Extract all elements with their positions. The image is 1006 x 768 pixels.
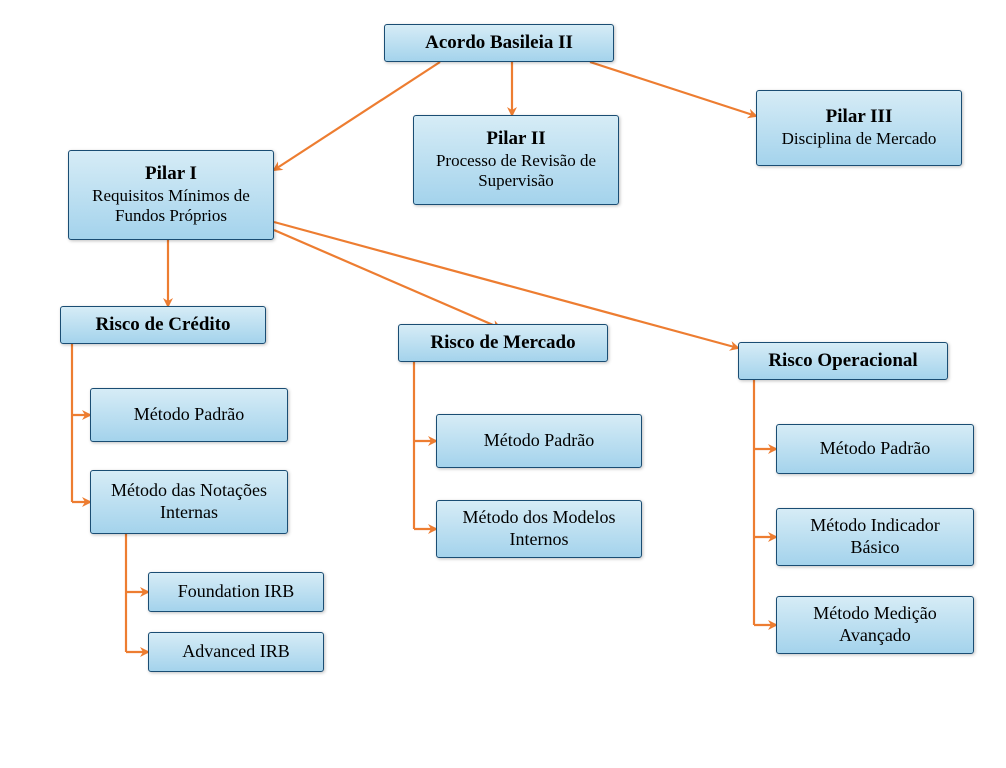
node-pilar-2: Pilar II Processo de Revisão de Supervis…	[413, 115, 619, 205]
node-risco-credito: Risco de Crédito	[60, 306, 266, 344]
node-label: Foundation IRB	[178, 581, 295, 603]
node-subtitle: Requisitos Mínimos de Fundos Próprios	[79, 186, 263, 227]
node-cred-metodo-padrao: Método Padrão	[90, 388, 288, 442]
node-label: Método Medição Avançado	[787, 603, 963, 646]
node-title: Pilar I	[145, 163, 197, 186]
node-advanced-irb: Advanced IRB	[148, 632, 324, 672]
node-title: Pilar III	[826, 106, 893, 129]
node-oper-medicao-avancado: Método Medição Avançado	[776, 596, 974, 654]
node-subtitle: Processo de Revisão de Supervisão	[424, 151, 608, 192]
node-label: Método Padrão	[820, 438, 930, 460]
diagram-canvas: Acordo Basileia II Pilar I Requisitos Mí…	[0, 0, 1006, 768]
node-label: Método Indicador Básico	[787, 515, 963, 558]
node-cred-notacoes-internas: Método das Notações Internas	[90, 470, 288, 534]
node-title: Risco de Mercado	[430, 332, 575, 355]
node-acordo-basileia: Acordo Basileia II	[384, 24, 614, 62]
node-subtitle: Disciplina de Mercado	[782, 129, 937, 149]
node-title: Risco de Crédito	[95, 314, 230, 337]
node-title: Acordo Basileia II	[425, 32, 573, 55]
node-foundation-irb: Foundation IRB	[148, 572, 324, 612]
node-title: Risco Operacional	[768, 350, 917, 373]
node-title: Pilar II	[486, 128, 545, 151]
node-pilar-3: Pilar III Disciplina de Mercado	[756, 90, 962, 166]
node-pilar-1: Pilar I Requisitos Mínimos de Fundos Pró…	[68, 150, 274, 240]
node-label: Método dos Modelos Internos	[447, 507, 631, 550]
node-oper-indicador-basico: Método Indicador Básico	[776, 508, 974, 566]
node-risco-operacional: Risco Operacional	[738, 342, 948, 380]
node-oper-metodo-padrao: Método Padrão	[776, 424, 974, 474]
node-merc-modelos-internos: Método dos Modelos Internos	[436, 500, 642, 558]
node-label: Advanced IRB	[182, 641, 289, 663]
node-label: Método Padrão	[134, 404, 244, 426]
node-merc-metodo-padrao: Método Padrão	[436, 414, 642, 468]
node-label: Método das Notações Internas	[101, 480, 277, 523]
node-risco-mercado: Risco de Mercado	[398, 324, 608, 362]
node-label: Método Padrão	[484, 430, 594, 452]
